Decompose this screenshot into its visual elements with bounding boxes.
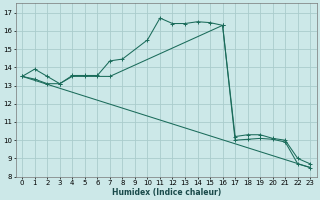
X-axis label: Humidex (Indice chaleur): Humidex (Indice chaleur) [112, 188, 221, 197]
